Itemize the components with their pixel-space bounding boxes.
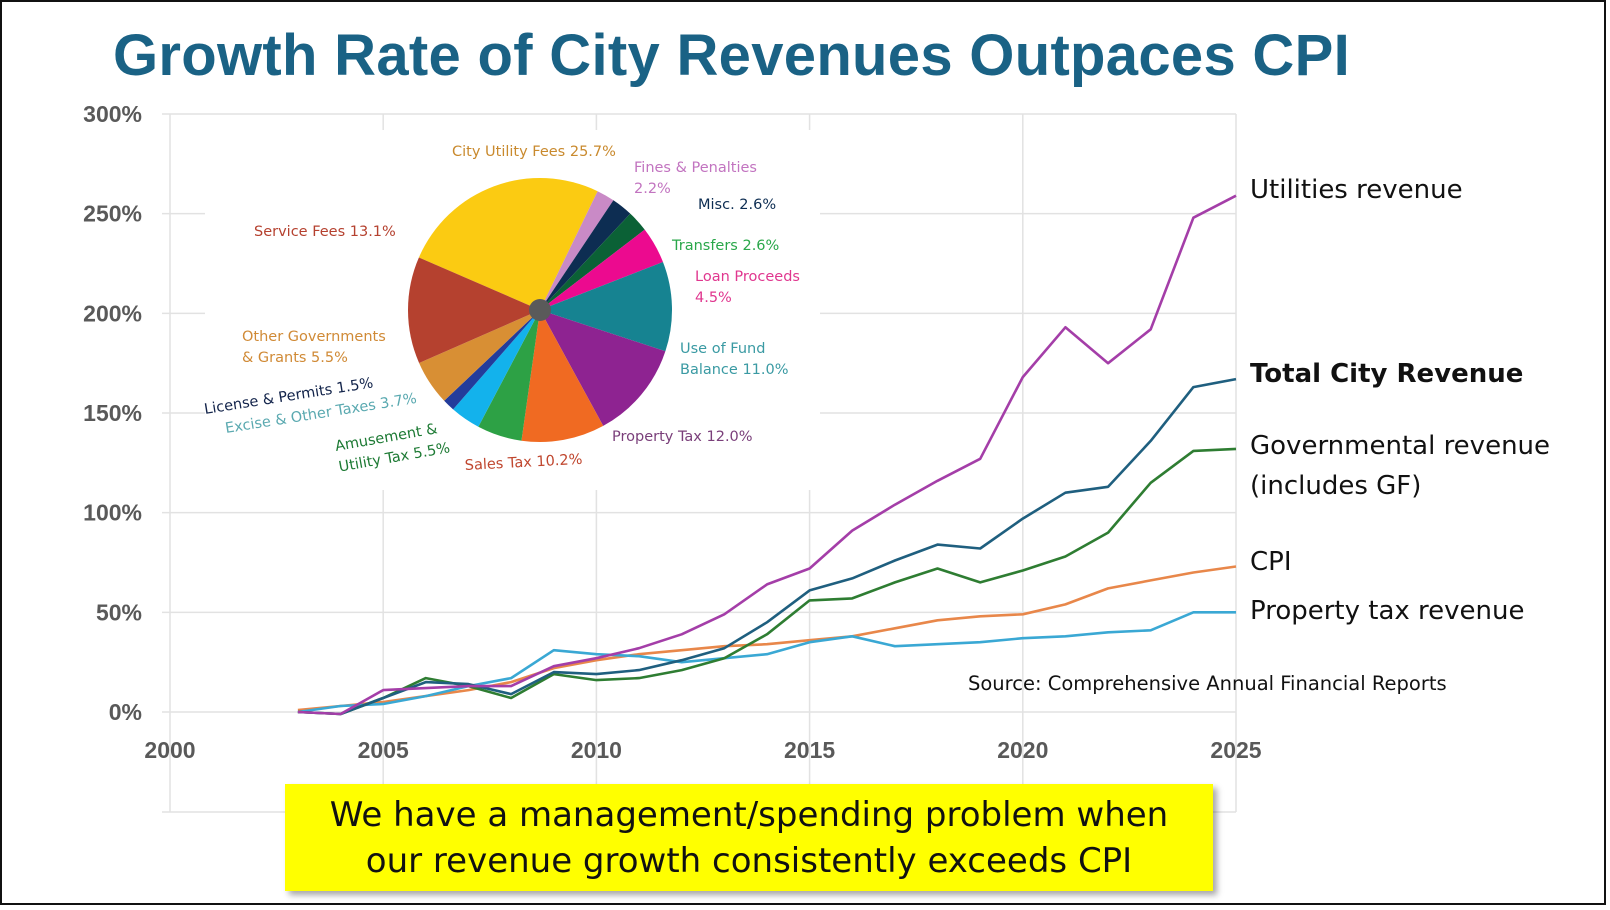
pie-label-line: Balance 11.0% [680,362,789,378]
slide-title: Growth Rate of City Revenues Outpaces CP… [113,23,1351,88]
x-tick-label: 2020 [997,737,1048,763]
pie-slice [540,191,614,310]
pie-slice [540,310,666,426]
pie-label: Loan Proceeds 4.5% [695,269,800,306]
pie-label-line: Fines & Penalties [634,160,757,176]
pie-slice [478,310,540,441]
pie-label: Sales Tax 10.2% [464,452,582,474]
pie-label-line: 4.5% [695,290,732,306]
callout-box: We have a management/spending problem wh… [285,784,1213,891]
pie-label: Fines & Penalties 2.2% [634,160,757,197]
pie-label-line: Transfers 2.6% [671,238,779,254]
pie-label-line: & Grants 5.5% [242,350,348,366]
y-tick-label: 250% [83,201,142,227]
y-tick-label: 150% [83,400,142,426]
pie-label-line: Sales Tax 10.2% [464,452,582,474]
y-tick-label: 300% [83,101,142,127]
pie-slice [521,310,604,443]
series-label: Governmental revenue [1250,431,1550,461]
pie-label-line: Misc. 2.6% [698,197,776,213]
y-axis-ticks: 0% 50% 100% 150% 200% 250% 300% [83,101,142,725]
pie-slice [407,257,540,363]
pie-label: Misc. 2.6% [698,197,776,213]
series-label: Property tax revenue [1250,596,1525,626]
x-axis-ticks: 2000 2005 2010 2015 2020 2025 [144,737,1261,763]
pie-slice [444,310,540,410]
pie-label: Other Governments & Grants 5.5% [242,329,386,366]
y-tick-label: 100% [83,500,142,526]
pie-slice [418,177,598,310]
series-line-property-tax-revenue [297,610,1236,714]
pie-label-line: Use of Fund [680,341,765,357]
pie-slice [540,200,631,310]
series-labels: Utilities revenue Total City Revenue Gover… [1250,175,1550,626]
pie-slice [540,229,663,310]
x-tick-label: 2025 [1210,737,1261,763]
pie-label: Property Tax 12.0% [612,429,753,445]
pie-label-line: City Utility Fees 25.7% [452,144,616,160]
series-lines [297,194,1237,716]
series-label: CPI [1250,547,1292,577]
pie-label: City Utility Fees 25.7% [452,144,616,160]
y-tick-label: 50% [96,599,142,625]
pie-label: Use of Fund Balance 11.0% [680,341,789,378]
x-tick-label: 2010 [571,737,622,763]
pie-label: Amusement &Utility Tax 5.5% [334,421,451,475]
series-label: (includes GF) [1250,471,1421,501]
pie-slices [407,177,672,443]
pie-slice [540,262,672,352]
series-line-utilities-revenue [297,194,1237,716]
y-tick-label: 200% [83,300,142,326]
y-tick-label: 0% [109,699,142,725]
pie-label-line: Service Fees 13.1% [254,224,396,240]
pie-label: Service Fees 13.1% [254,224,396,240]
pie-slice [453,310,540,427]
x-tick-label: 2000 [144,737,195,763]
pie-slice [540,213,645,310]
pie-label-line: 2.2% [634,181,671,197]
callout-text: We have a management/spending problem wh… [329,794,1169,881]
series-label: Total City Revenue [1250,359,1523,389]
pie-label-line: Other Governments [242,329,386,345]
series-label: Utilities revenue [1250,175,1463,205]
x-tick-label: 2005 [358,737,409,763]
x-tick-label: 2015 [784,737,835,763]
pie-slice [419,310,540,401]
source-note: Source: Comprehensive Annual Financial R… [968,672,1447,695]
pie-label: Transfers 2.6% [671,238,779,254]
pie-center-dot [529,299,551,321]
series-line-cpi [297,565,1237,712]
pie-label-line: Loan Proceeds [695,269,800,285]
series-line-total-city-revenue [297,377,1237,716]
pie-label-line: Property Tax 12.0% [612,429,753,445]
